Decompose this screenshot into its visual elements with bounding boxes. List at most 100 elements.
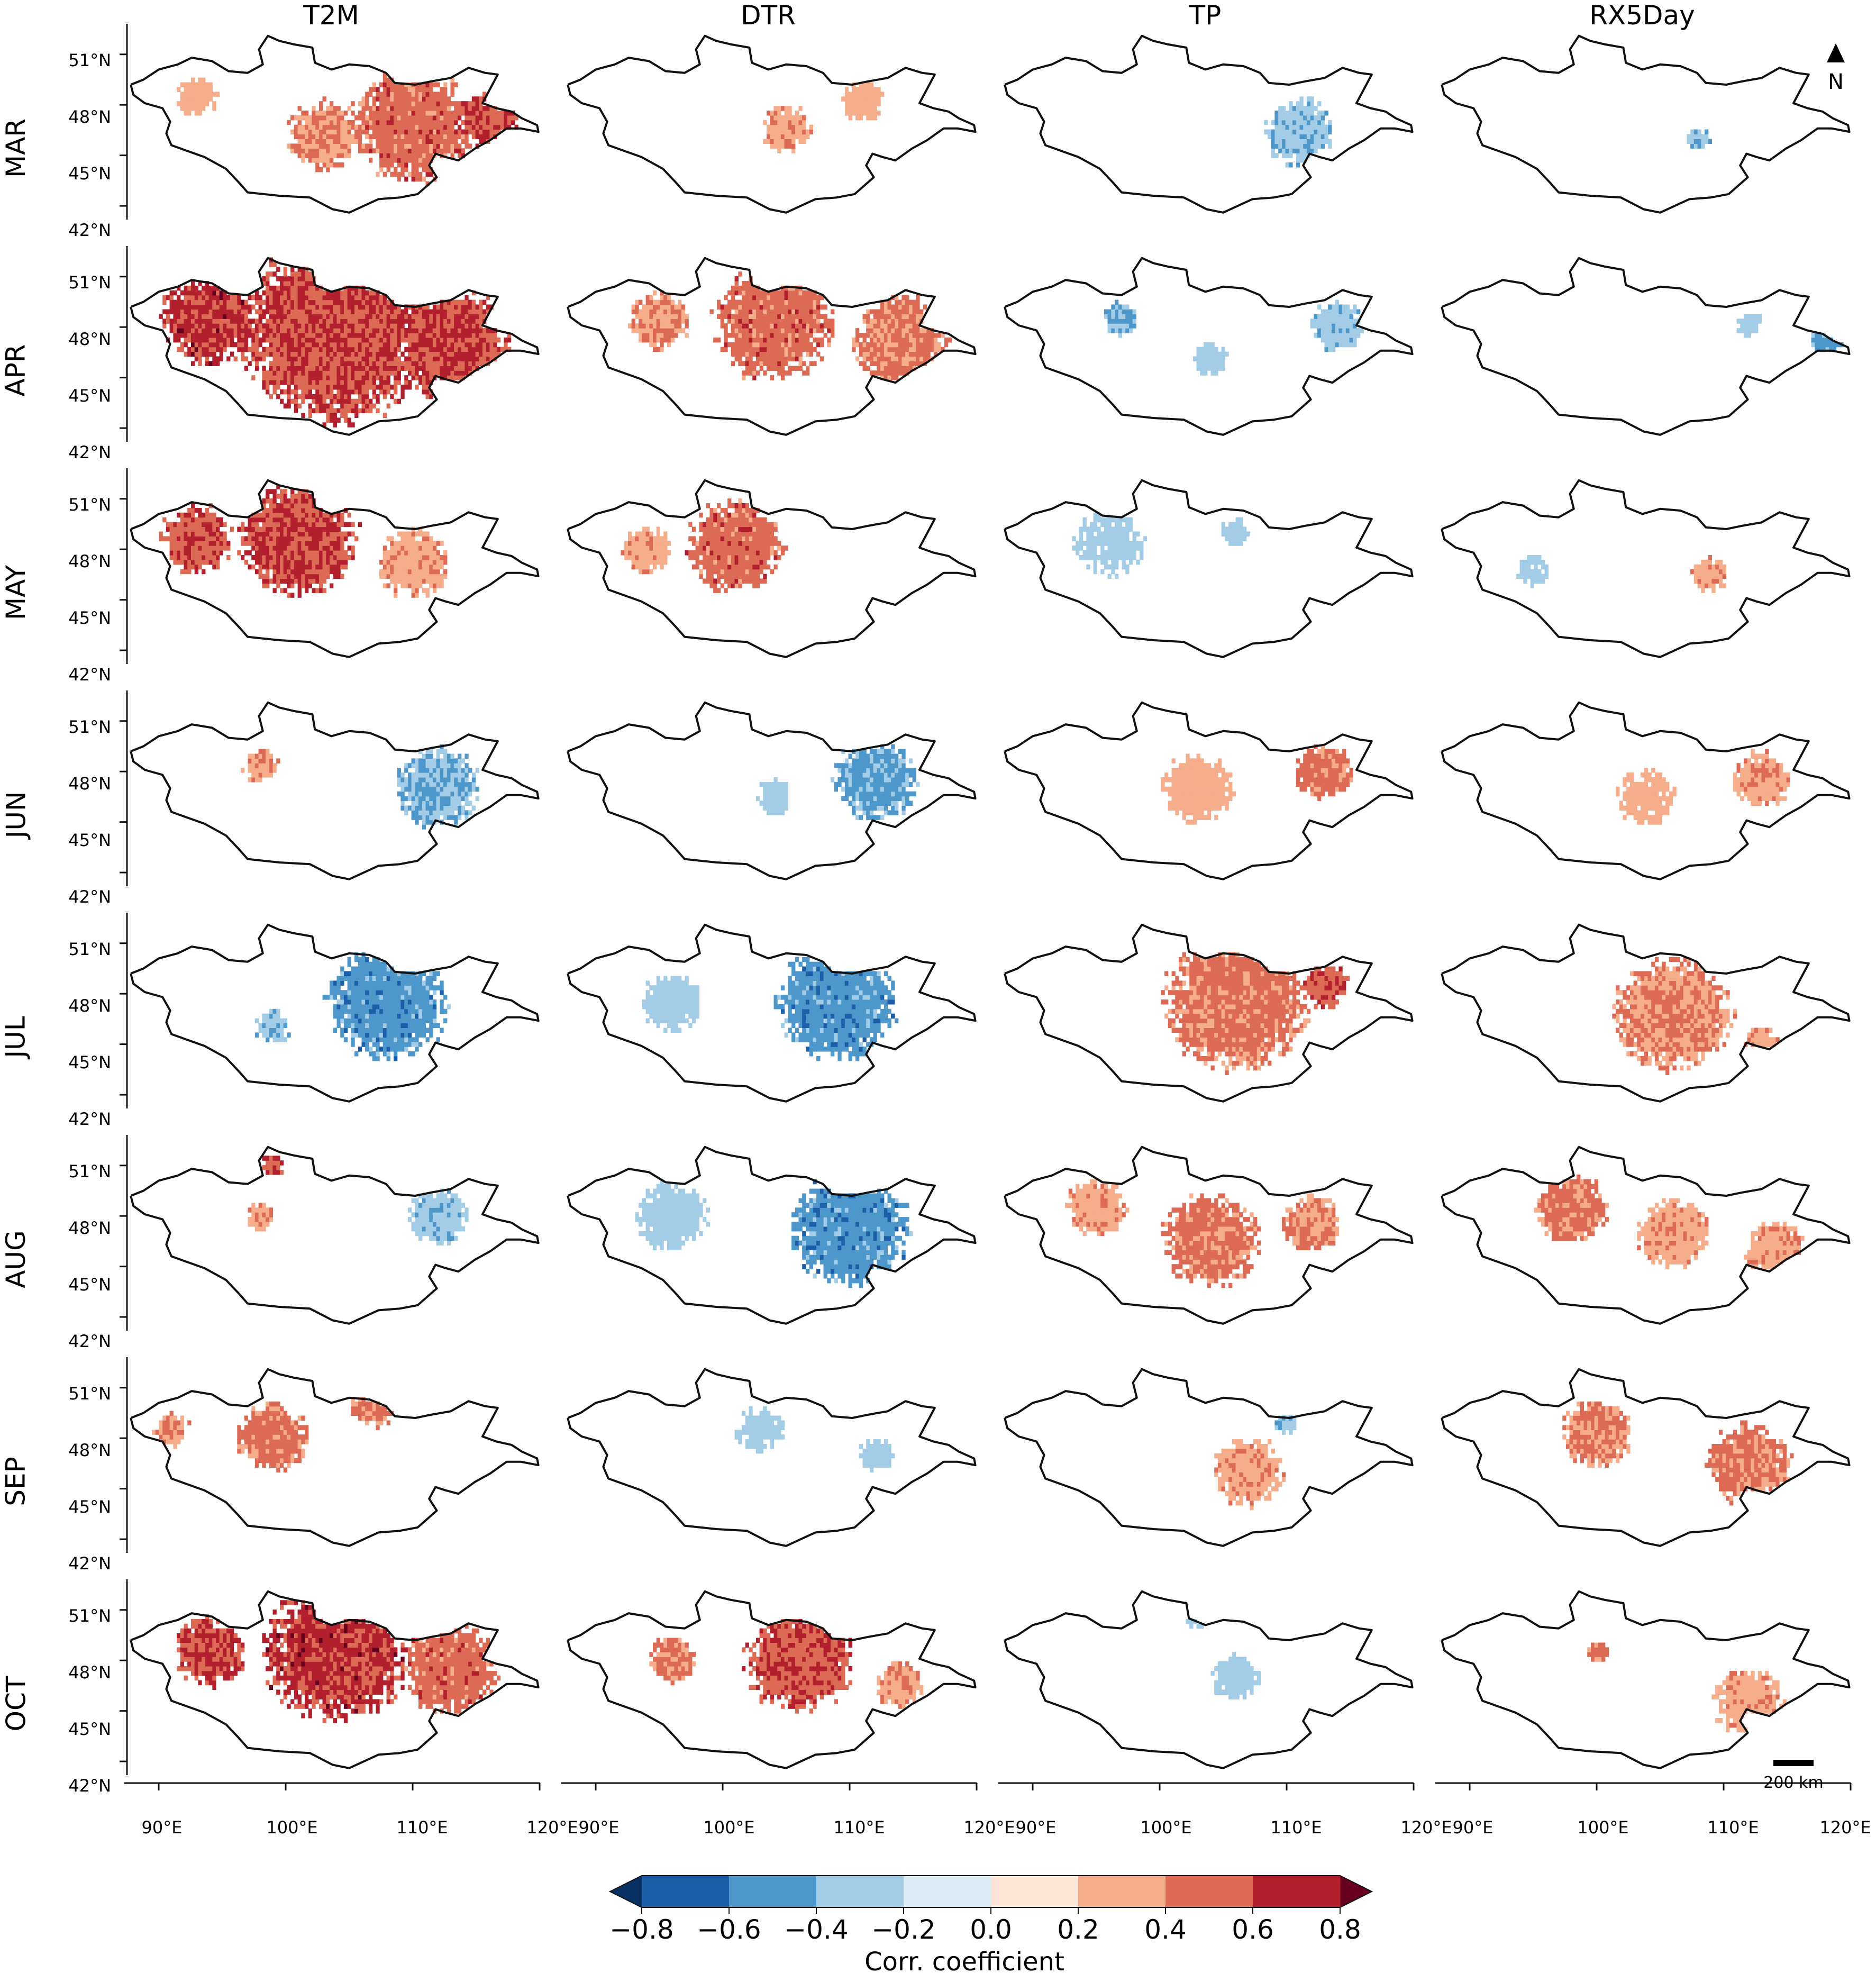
map-cell <box>318 347 323 352</box>
map-cell <box>305 536 309 541</box>
map-cell <box>187 337 192 343</box>
map-cell <box>383 583 387 588</box>
map-cell <box>1338 319 1343 324</box>
map-cell <box>660 319 664 324</box>
map-cell <box>340 536 344 541</box>
map-cell <box>312 153 316 158</box>
map-cell <box>318 408 323 413</box>
map-cell <box>749 328 753 333</box>
map-cell <box>901 333 906 338</box>
map-cell <box>315 517 320 523</box>
map-cell <box>479 115 483 121</box>
map-cell <box>1285 148 1289 153</box>
map-cell <box>208 337 213 343</box>
map-cell <box>407 148 412 153</box>
map-cell <box>866 319 870 324</box>
map-cell <box>404 314 408 319</box>
map-cell <box>198 564 202 570</box>
map-cell <box>297 489 302 494</box>
map-cell <box>400 120 405 125</box>
map-cell <box>418 106 423 111</box>
map-cell <box>447 143 451 149</box>
map-cell <box>1314 323 1318 329</box>
map-cell <box>372 380 376 385</box>
map-cell <box>1751 314 1755 319</box>
map-cell <box>734 309 739 314</box>
map-cell <box>326 111 330 116</box>
map-cell <box>397 115 401 121</box>
map-cell <box>287 503 291 508</box>
map-cell <box>777 115 781 121</box>
map-cell <box>418 356 423 361</box>
map-cell <box>908 328 913 333</box>
map-cell <box>916 356 920 361</box>
map-cell <box>361 129 366 135</box>
map-cell <box>280 398 284 404</box>
map-cell <box>322 522 326 528</box>
map-cell <box>343 380 348 385</box>
map-cell <box>514 115 518 121</box>
map-cell <box>184 564 188 570</box>
map-cell <box>290 328 295 333</box>
map-cell <box>330 398 334 404</box>
map-cell <box>326 370 330 376</box>
map-cell <box>468 314 472 319</box>
map-cell <box>471 361 476 366</box>
map-cell <box>330 295 334 301</box>
map-cell <box>383 92 387 97</box>
map-cell <box>219 299 223 305</box>
map-cell <box>187 285 192 291</box>
map-cell <box>1751 323 1755 329</box>
map-cell <box>287 545 291 551</box>
map-cell <box>223 545 227 551</box>
map-cell <box>1299 148 1304 153</box>
map-cell <box>308 342 312 348</box>
map-cell <box>212 337 216 343</box>
map-cell <box>333 522 338 528</box>
map-cell <box>219 319 223 324</box>
map-cell <box>280 342 284 348</box>
map-cell <box>297 115 302 121</box>
map-cell <box>400 158 405 163</box>
map-cell <box>283 299 287 305</box>
map-cell <box>1815 342 1819 348</box>
map-cell <box>241 333 245 338</box>
map-cell <box>340 304 344 310</box>
map-cell <box>880 356 885 361</box>
map-cell <box>241 526 245 532</box>
map-cell <box>901 356 906 361</box>
map-cell <box>873 96 877 102</box>
map-cell <box>379 389 384 395</box>
map-cell <box>895 304 899 310</box>
map-cell <box>326 569 330 575</box>
map-cell <box>770 328 775 333</box>
map-cell <box>411 167 415 172</box>
map-cell <box>184 522 188 528</box>
map-cell <box>862 106 867 111</box>
map-cell <box>742 323 746 329</box>
map-cell <box>301 148 305 153</box>
map-cell <box>390 356 394 361</box>
map-cell <box>343 111 348 116</box>
map-cell <box>763 333 767 338</box>
map-cell <box>898 337 902 343</box>
map-cell <box>852 342 856 348</box>
map-cell <box>415 385 419 390</box>
map-cell <box>205 290 210 296</box>
map-cell <box>322 380 326 385</box>
map-cell <box>1317 319 1322 324</box>
map-cell <box>635 309 639 314</box>
map-cell <box>294 285 298 291</box>
map-cell <box>358 356 362 361</box>
map-cell <box>496 124 501 130</box>
map-cell <box>361 101 366 106</box>
map-cell <box>386 124 390 130</box>
map-cell <box>290 531 295 537</box>
map-cell <box>376 370 380 376</box>
map-cell <box>184 111 188 116</box>
map-cell <box>226 342 231 348</box>
map-cell <box>294 394 298 399</box>
map-cell <box>454 351 458 357</box>
map-cell <box>678 299 682 305</box>
map-cell <box>798 323 803 329</box>
